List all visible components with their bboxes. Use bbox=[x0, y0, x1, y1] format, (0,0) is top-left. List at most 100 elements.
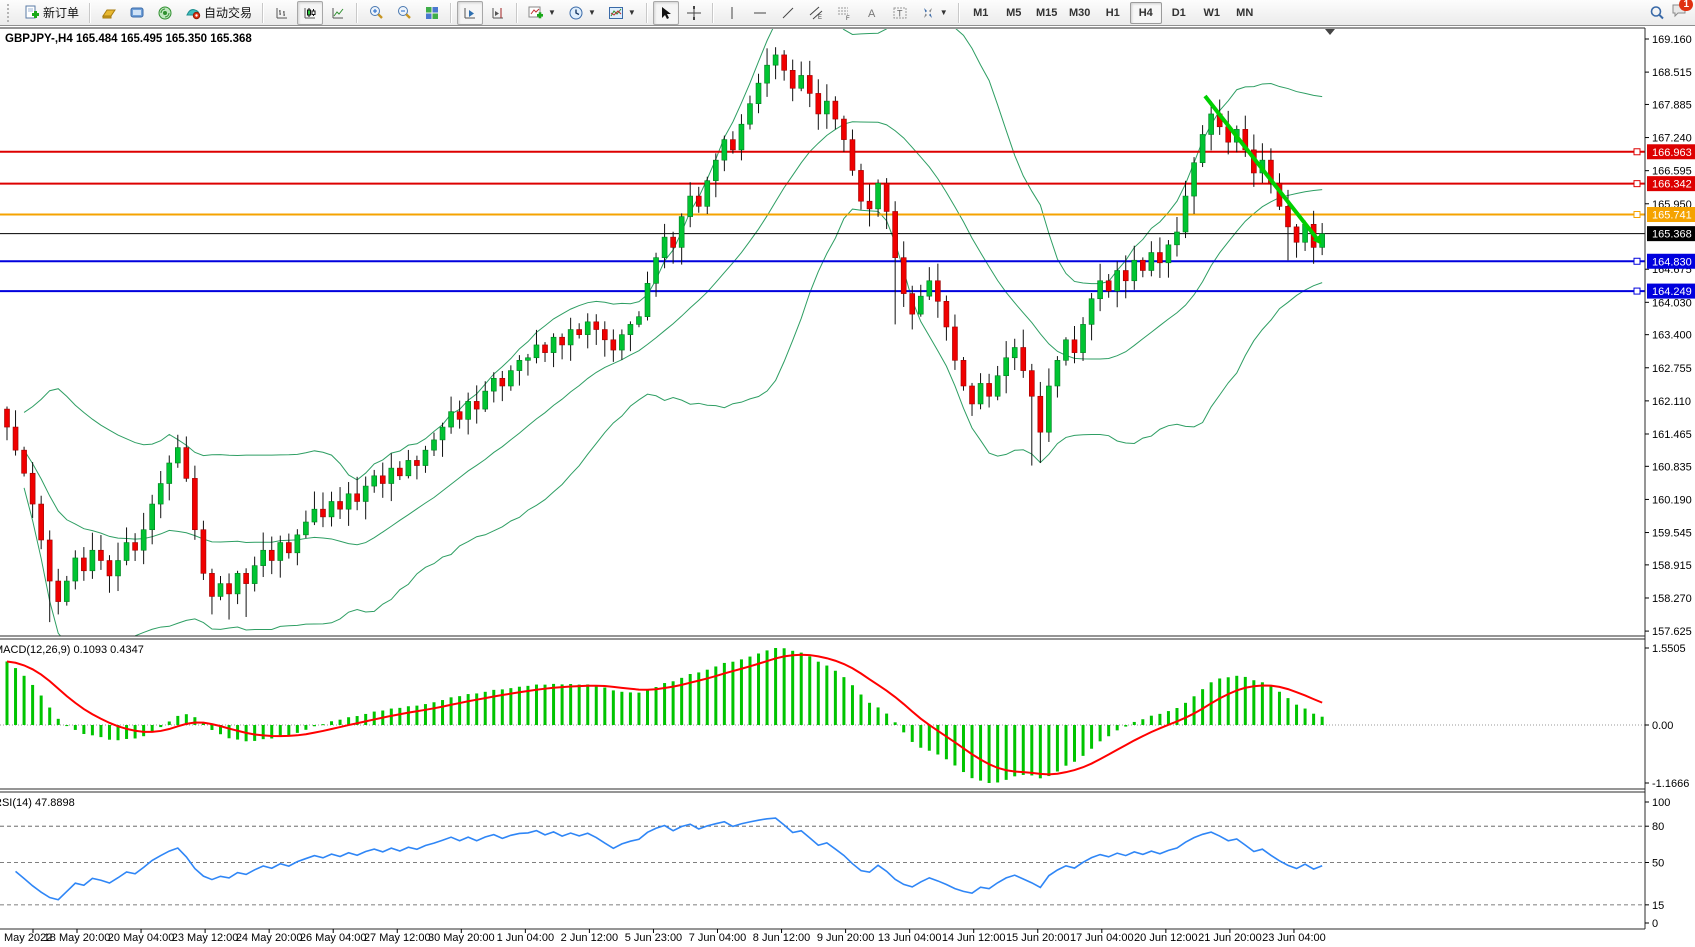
macd-histogram-bar bbox=[885, 713, 889, 725]
chart-shift-marker[interactable] bbox=[1325, 29, 1335, 35]
text-label-button[interactable]: T bbox=[887, 1, 913, 25]
macd-histogram-bar bbox=[893, 722, 897, 725]
macd-tick-label: 1.5505 bbox=[1652, 643, 1686, 655]
bar-chart-button[interactable] bbox=[269, 1, 295, 25]
profile-icon bbox=[102, 9, 116, 18]
candle-body bbox=[345, 493, 352, 510]
cursor-button[interactable] bbox=[652, 0, 679, 25]
notification-badge: 1 bbox=[1679, 0, 1693, 11]
indicators-button[interactable]: ▼ bbox=[523, 1, 561, 25]
time-axis-label: 18 May 20:00 bbox=[44, 932, 111, 944]
trendline-button[interactable] bbox=[775, 1, 801, 25]
timeframe-button-m1[interactable]: M1 bbox=[973, 6, 989, 19]
tile-windows-button[interactable] bbox=[419, 1, 445, 25]
timeframe-button-mn[interactable]: MN bbox=[1236, 6, 1254, 19]
templates-button[interactable]: ▼ bbox=[603, 1, 641, 25]
candle-body bbox=[320, 508, 326, 518]
candle-body bbox=[610, 339, 617, 351]
periods-button[interactable]: ▼ bbox=[563, 1, 601, 25]
candle-body bbox=[747, 103, 753, 125]
new-order-button[interactable]: 新订单 bbox=[19, 1, 84, 25]
vertical-line-button[interactable] bbox=[719, 1, 745, 25]
timeframe-button-m15[interactable]: M15 bbox=[1036, 6, 1058, 19]
macd-histogram-bar bbox=[1201, 689, 1205, 725]
timeframe-button-h4[interactable]: H4 bbox=[1129, 1, 1162, 24]
signals-button[interactable] bbox=[152, 1, 178, 25]
equidistant-channel-button[interactable]: E bbox=[803, 1, 829, 25]
price-badge bbox=[1647, 226, 1695, 242]
chart-shift-button[interactable] bbox=[485, 1, 511, 25]
line-chart-button[interactable] bbox=[325, 1, 351, 25]
price-chart-canvas[interactable]: 169.160168.515167.885167.240166.595165.9… bbox=[0, 26, 1695, 947]
candle-body bbox=[89, 549, 96, 572]
time-axis-label: 23 May 12:00 bbox=[172, 932, 239, 944]
macd-histogram-bar bbox=[859, 694, 863, 725]
macd-histogram-bar bbox=[500, 689, 504, 725]
macd-panel[interactable] bbox=[0, 648, 1645, 783]
timeframe-button-d1[interactable]: D1 bbox=[1171, 6, 1186, 19]
timeframe-button-m30[interactable]: M30 bbox=[1069, 6, 1091, 19]
candle-body bbox=[832, 100, 839, 120]
price-line-handle[interactable] bbox=[1633, 287, 1641, 295]
macd-histogram-bar bbox=[765, 650, 769, 725]
macd-histogram-bar bbox=[99, 725, 103, 738]
macd-histogram-bar bbox=[423, 704, 427, 725]
timeframe-button-w1[interactable]: W1 bbox=[1203, 6, 1220, 19]
text-button[interactable]: A bbox=[859, 1, 885, 25]
macd-histogram-bar bbox=[1175, 708, 1179, 725]
rsi-tick-label: 15 bbox=[1652, 900, 1664, 912]
price-tick-label: 166.595 bbox=[1652, 166, 1692, 178]
macd-histogram-bar bbox=[201, 723, 205, 725]
price-line-handle[interactable] bbox=[1633, 257, 1641, 265]
candle-body bbox=[106, 560, 113, 577]
candlestick-chart-button[interactable] bbox=[297, 0, 324, 25]
candle-body bbox=[132, 542, 138, 551]
macd-histogram-bar bbox=[82, 725, 86, 734]
crosshair-button[interactable] bbox=[681, 1, 707, 25]
price-tick-label: 159.545 bbox=[1652, 528, 1692, 540]
rsi-panel[interactable] bbox=[0, 817, 1645, 906]
separator bbox=[957, 2, 960, 23]
candle-body bbox=[661, 236, 668, 258]
arrow-styles-button[interactable]: ▼ bbox=[915, 1, 953, 25]
horizontal-line-button[interactable] bbox=[747, 1, 773, 25]
macd-histogram-bar bbox=[1184, 702, 1188, 725]
market-watch-button[interactable] bbox=[124, 1, 150, 25]
macd-histogram-bar bbox=[748, 656, 752, 725]
auto-scroll-button[interactable] bbox=[457, 0, 484, 25]
candle-body bbox=[789, 70, 796, 89]
fibonacci-button[interactable]: F bbox=[831, 1, 857, 25]
macd-histogram-bar bbox=[1004, 725, 1008, 780]
zoom-in-button[interactable] bbox=[363, 1, 389, 25]
candle-body bbox=[1020, 347, 1027, 371]
zoom-out-button[interactable] bbox=[391, 1, 417, 25]
price-badge bbox=[1647, 206, 1695, 222]
macd-histogram-bar bbox=[1320, 716, 1324, 725]
indicators-icon bbox=[528, 6, 544, 18]
candle-body bbox=[175, 447, 181, 464]
main-toolbar: 新订单 bbox=[0, 0, 1695, 26]
macd-histogram-bar bbox=[620, 691, 624, 725]
price-line-handle[interactable] bbox=[1633, 210, 1641, 218]
candle-body bbox=[55, 580, 62, 602]
timeframe-button-h1[interactable]: H1 bbox=[1105, 6, 1120, 19]
candle-body bbox=[670, 236, 676, 248]
timeframe-button-m5[interactable]: M5 bbox=[1006, 6, 1022, 19]
chat-button[interactable]: 1 bbox=[1671, 0, 1693, 23]
search-icon[interactable] bbox=[1649, 5, 1665, 21]
candle-body bbox=[576, 329, 582, 335]
auto-trading-button[interactable]: 自动交易 bbox=[180, 1, 257, 25]
profile-button[interactable] bbox=[96, 1, 122, 25]
main-panel[interactable] bbox=[0, 26, 1645, 645]
candle-body bbox=[772, 54, 779, 66]
candle-body bbox=[601, 329, 608, 341]
toolbar-grip[interactable] bbox=[7, 3, 14, 22]
candle-body bbox=[1131, 259, 1138, 282]
svg-text:T: T bbox=[897, 8, 903, 18]
timeframe-toolbar: M1 M5 M15 M30 H1 H4 D1 W1 MN bbox=[965, 1, 1261, 24]
candle-body bbox=[584, 321, 591, 335]
price-line-handle[interactable] bbox=[1633, 148, 1641, 156]
macd-histogram-bar bbox=[372, 711, 376, 725]
price-line-handle[interactable] bbox=[1633, 180, 1641, 188]
trend-line[interactable] bbox=[1203, 94, 1320, 242]
